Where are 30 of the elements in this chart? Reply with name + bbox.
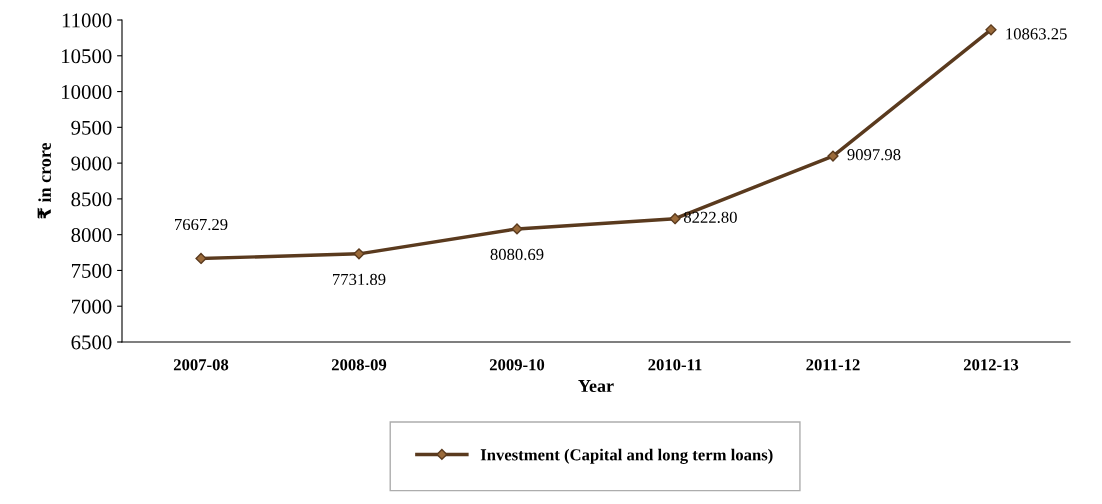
x-tick-label: 2010-11 xyxy=(648,359,702,371)
data-label: 7731.89 xyxy=(333,273,386,286)
data-label: 10863.25 xyxy=(1006,28,1067,40)
data-label: 7667.29 xyxy=(175,218,228,231)
x-tick-label: 2011-12 xyxy=(806,359,860,371)
point xyxy=(985,24,997,36)
y-tick-label: 8500 xyxy=(71,192,112,207)
point xyxy=(669,213,681,225)
data-label: 9097.98 xyxy=(847,149,901,161)
y-tick-label: 9000 xyxy=(71,156,112,171)
x-tick-label: 2009-10 xyxy=(489,359,545,371)
y-tick-label: 10000 xyxy=(62,84,112,99)
y-tick-label: 7000 xyxy=(71,299,112,314)
y-tick-label: 8000 xyxy=(71,228,112,243)
y-tick-label: 7500 xyxy=(71,263,112,278)
x-tick-label: 2012-13 xyxy=(963,359,1019,371)
x-axis-title: Year xyxy=(578,380,614,393)
y-tick-label: 9500 xyxy=(71,120,112,135)
data-label: 8222.80 xyxy=(683,211,737,223)
y-tick-label: 6500 xyxy=(71,335,112,350)
point xyxy=(353,248,365,260)
x-tick-label: 2008-09 xyxy=(331,359,387,371)
point xyxy=(511,223,523,235)
x-tick-label: 2007-08 xyxy=(173,359,229,371)
y-axis-title: ₹ in crore xyxy=(37,142,51,219)
y-tick-label: 10500 xyxy=(62,49,112,64)
data-label: 8080.69 xyxy=(490,248,544,261)
point xyxy=(195,252,207,265)
y-tick-label: 11000 xyxy=(62,13,112,28)
legend-label: Investment (Capital and long term loans) xyxy=(480,448,773,464)
